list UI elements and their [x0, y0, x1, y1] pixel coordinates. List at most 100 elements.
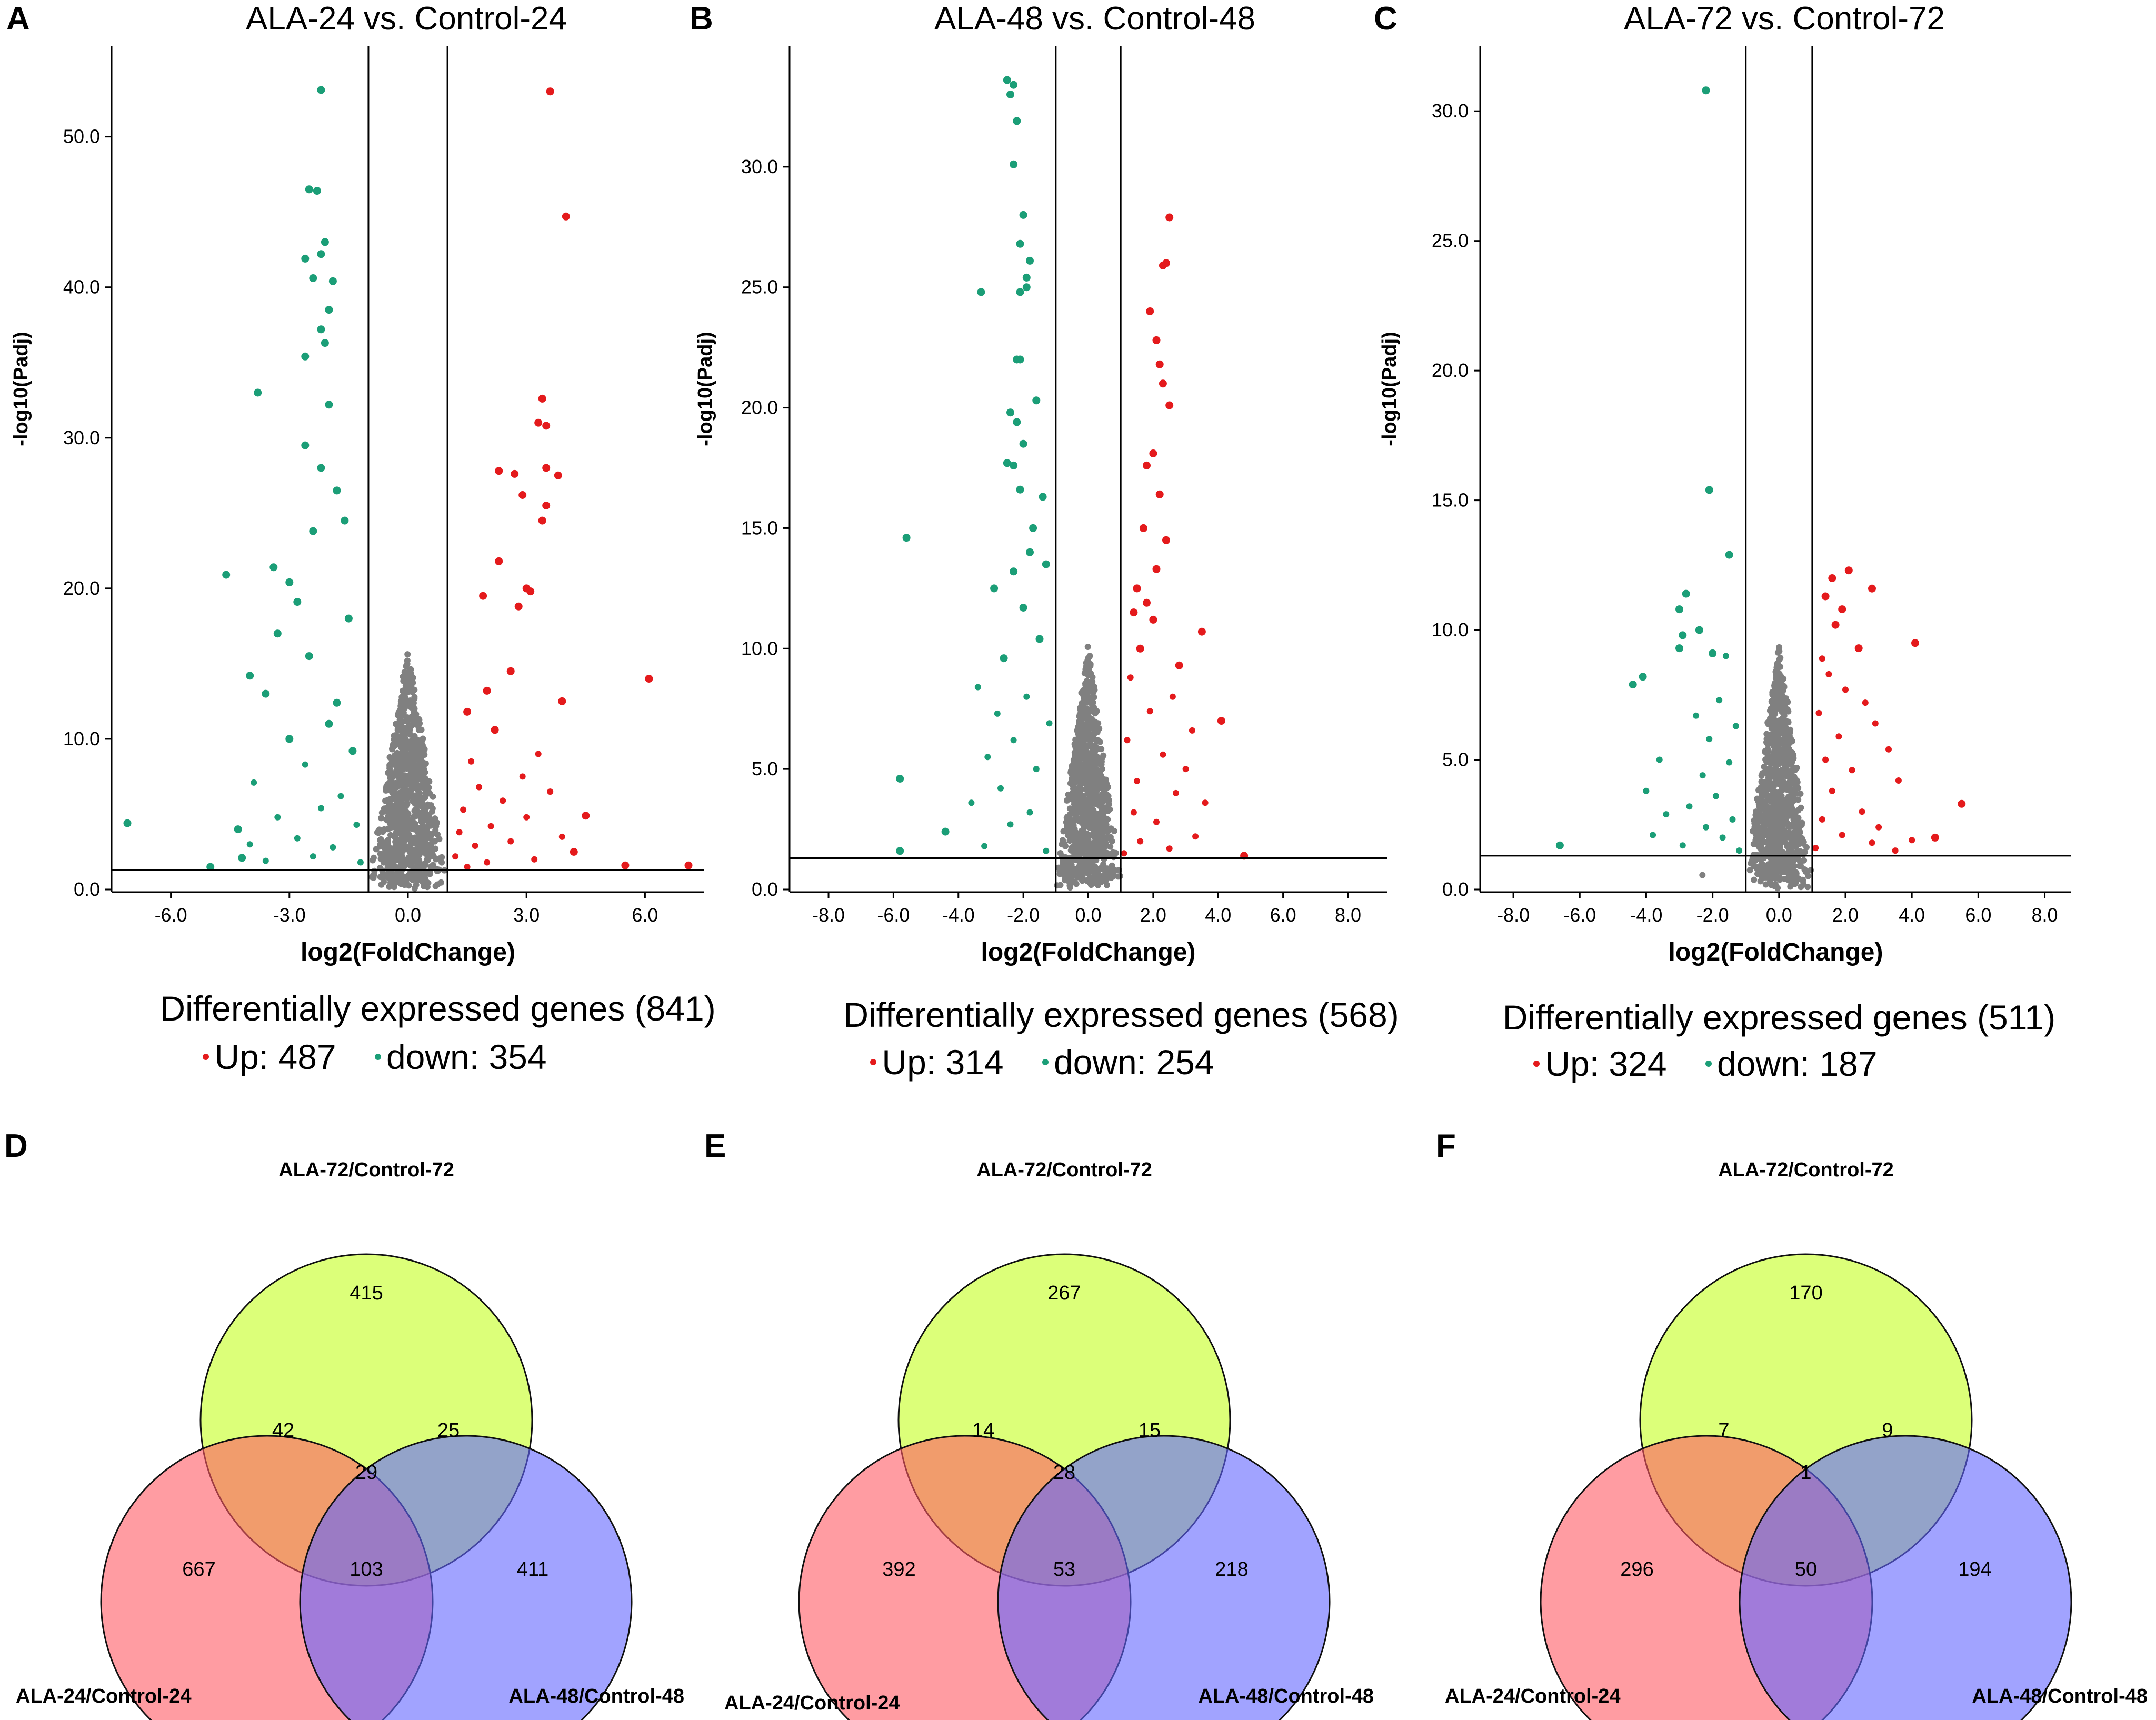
up-point [1839, 832, 1845, 838]
up-point [1130, 608, 1138, 617]
venn-label-right: ALA-48/Control-48 [1972, 1685, 2148, 1707]
up-point [1143, 598, 1151, 607]
up-point [1854, 644, 1863, 653]
ns-point [1066, 837, 1073, 844]
ns-point [402, 717, 409, 724]
venn-label-right: ALA-48/Control-48 [1198, 1685, 1374, 1707]
y-tick-label: 30.0 [741, 156, 778, 177]
x-tick-label: 6.0 [1270, 904, 1296, 926]
up-point [514, 602, 523, 611]
plot-title: ALA-72 vs. Control-72 [1624, 1, 1945, 37]
ns-point [407, 666, 414, 673]
ns-point [411, 885, 418, 892]
ns-point [380, 828, 386, 835]
ns-point [1792, 843, 1799, 850]
ns-point [386, 819, 393, 826]
up-point [1175, 661, 1183, 669]
ns-point [429, 838, 436, 845]
up-label: Up: [882, 1043, 936, 1082]
down-point [1663, 811, 1670, 818]
ns-point [1773, 849, 1780, 856]
down-point [1010, 160, 1018, 168]
up-point [456, 829, 463, 836]
x-tick-label: -2.0 [1696, 904, 1729, 926]
up-point [1828, 574, 1836, 582]
deg-legend: Up: 314 down: 254 [779, 1042, 1305, 1082]
x-tick-label: 8.0 [1335, 904, 1361, 926]
y-tick-label: 5.0 [1442, 749, 1469, 771]
up-dot [870, 1058, 877, 1065]
ns-point [400, 694, 406, 701]
venn-set-right [997, 1435, 1331, 1720]
down-point [1695, 626, 1703, 634]
down-point [1709, 649, 1717, 657]
panel-label: E [704, 1128, 726, 1164]
ns-point [404, 661, 411, 667]
down-point [997, 785, 1004, 792]
up-point [1130, 809, 1137, 816]
x-tick-label: -2.0 [1007, 904, 1040, 926]
down-point [896, 775, 904, 783]
ns-point [1754, 828, 1761, 835]
y-tick-label: 25.0 [741, 276, 778, 298]
ns-point [1089, 743, 1095, 750]
down-point [123, 819, 132, 827]
down-point [222, 571, 231, 579]
deg-legend: Up: 487 down: 354 [112, 1037, 638, 1077]
ns-point [1104, 807, 1111, 814]
down-point [1023, 693, 1030, 700]
ns-point [420, 811, 426, 818]
down-point [234, 825, 242, 834]
ns-point [1083, 677, 1090, 684]
up-point [1838, 605, 1846, 614]
ns-point [1753, 823, 1760, 830]
ns-point [1068, 828, 1075, 835]
up-point [1931, 833, 1939, 842]
x-tick-label: -4.0 [1630, 904, 1662, 926]
ns-point [413, 720, 420, 727]
ns-point [1785, 740, 1792, 747]
ns-point [412, 875, 419, 882]
ns-point [407, 679, 414, 686]
down-point [1682, 589, 1690, 598]
venn-label-top: ALA-72/Control-72 [1718, 1159, 1894, 1181]
down-point [305, 185, 313, 194]
down-point [1679, 842, 1686, 849]
ns-point [1099, 791, 1106, 797]
venn-count-top-left: 14 [972, 1419, 994, 1442]
down-point [309, 274, 317, 282]
ns-point [404, 651, 411, 658]
up-point [1155, 490, 1164, 498]
down-point [1042, 560, 1050, 568]
up-point [1895, 777, 1902, 784]
ns-point [414, 747, 421, 754]
down-point [994, 710, 1001, 717]
down-point [1706, 736, 1713, 743]
down-point [321, 238, 329, 246]
ns-point [1790, 764, 1797, 771]
ns-point [404, 801, 411, 807]
down-point [285, 735, 294, 743]
up-point [1825, 671, 1832, 677]
ns-point [400, 814, 406, 821]
ns-point [392, 732, 398, 739]
ns-point [1103, 882, 1110, 888]
volcano-panel-a: A ALA-24 vs. Control-24 0.0 10.0 20.0 30.0 4… [0, 0, 718, 1095]
ns-point [436, 855, 443, 862]
ns-point [1095, 726, 1102, 733]
up-point [1155, 360, 1164, 368]
ns-point [1078, 795, 1085, 802]
ns-point [391, 786, 398, 793]
up-point [1149, 449, 1157, 457]
up-point [1152, 565, 1161, 573]
ns-point [422, 862, 428, 868]
deg-summary-label: Differentially expressed genes [160, 989, 625, 1028]
volcano-plot: 0.0 10.0 20.0 30.0 40.0 50.0 -6.0 -3.0 0.0 3.0 6.0… [10, 46, 704, 966]
x-tick-label: 0.0 [1075, 904, 1101, 926]
venn-count-left-right: 103 [350, 1558, 383, 1581]
ns-point [1756, 869, 1763, 876]
down-label: down: [1716, 1044, 1810, 1083]
x-tick-label: -6.0 [155, 904, 187, 926]
down-point [1639, 673, 1647, 681]
ns-point [1778, 706, 1784, 713]
